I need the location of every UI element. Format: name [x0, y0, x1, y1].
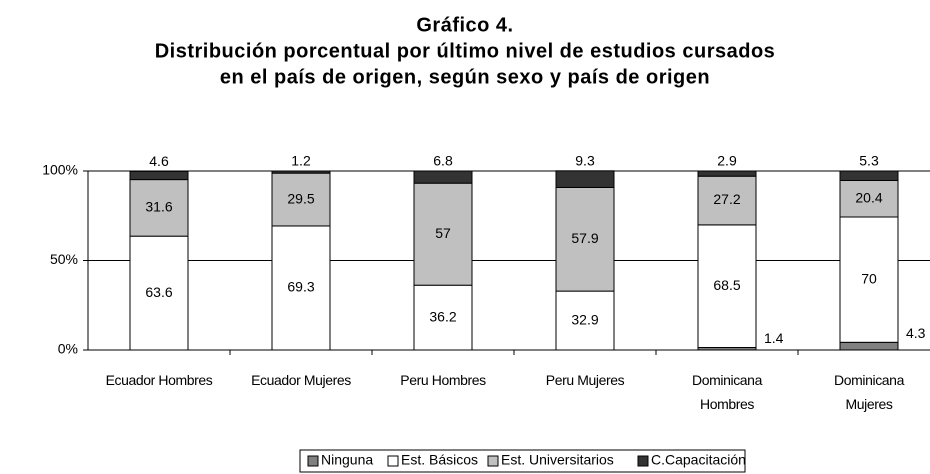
x-tick-label: Peru Mujeres — [545, 372, 625, 388]
legend-box — [299, 449, 746, 473]
x-tick-label: Peru Hombres — [400, 372, 486, 388]
data-label: 9.3 — [575, 153, 595, 169]
data-label: 57 — [435, 225, 451, 241]
x-tick-label: Ecuador Hombres — [105, 372, 213, 388]
bar-segment — [555, 170, 615, 188]
x-tick-label: Dominicana Mujeres — [834, 372, 904, 412]
bar-segment — [839, 179, 899, 218]
data-label: 6.8 — [433, 153, 453, 169]
data-label: 27.2 — [713, 191, 740, 207]
bar-segment — [697, 175, 757, 226]
data-label: 20.4 — [855, 189, 882, 205]
chart-subtitle: en el país de origen, según sexo y país … — [220, 66, 710, 88]
legend-label: Est. Básicos — [401, 452, 478, 468]
bar-segment — [555, 186, 615, 292]
bar-segment — [839, 341, 899, 351]
legend-swatch — [637, 455, 649, 467]
legend-swatch — [487, 455, 499, 467]
data-label: 29.5 — [287, 190, 314, 206]
data-label: 70 — [861, 270, 877, 286]
data-label: 2.9 — [717, 153, 737, 169]
y-tick-label: 0% — [58, 341, 78, 357]
data-label: 69.3 — [287, 279, 314, 295]
data-label: 5.3 — [859, 153, 879, 169]
data-label: 32.9 — [571, 311, 598, 327]
chart-subtitle: Distribución porcentual por último nivel… — [155, 40, 776, 62]
legend-label: Est. Universitarios — [501, 452, 614, 468]
bar-segment — [129, 235, 189, 351]
data-label: 68.5 — [713, 277, 740, 293]
bar-segment — [697, 224, 757, 348]
bar-segment — [129, 170, 189, 181]
y-tick-label: 50% — [50, 251, 78, 267]
data-label: 1.4 — [764, 330, 784, 346]
data-label: 1.2 — [291, 153, 311, 169]
legend-label: Ninguna — [321, 452, 373, 468]
x-tick-label: Dominicana Hombres — [692, 372, 762, 412]
bar-segment — [839, 170, 899, 181]
bar-segment — [413, 170, 473, 184]
legend-swatch — [387, 455, 399, 467]
chart-title: Gráfico 4. — [416, 14, 513, 36]
y-tick-label: 100% — [42, 162, 78, 178]
data-label: 57.9 — [571, 230, 598, 246]
data-label: 31.6 — [145, 199, 172, 215]
data-label: 36.2 — [429, 308, 456, 324]
bar-segment — [413, 284, 473, 351]
bar-segment — [271, 170, 331, 174]
x-tick-label: Ecuador Mujeres — [251, 372, 351, 388]
legend-swatch — [307, 455, 319, 467]
data-label: 4.6 — [149, 153, 169, 169]
bar-segment — [697, 170, 757, 177]
bar-segment — [413, 182, 473, 286]
data-label: 4.3 — [906, 325, 926, 341]
bar-segment — [271, 172, 331, 227]
data-label: 63.6 — [145, 284, 172, 300]
legend-label: C.Capacitación — [651, 452, 746, 468]
bar-segment — [839, 216, 899, 343]
bar-segment — [129, 179, 189, 237]
